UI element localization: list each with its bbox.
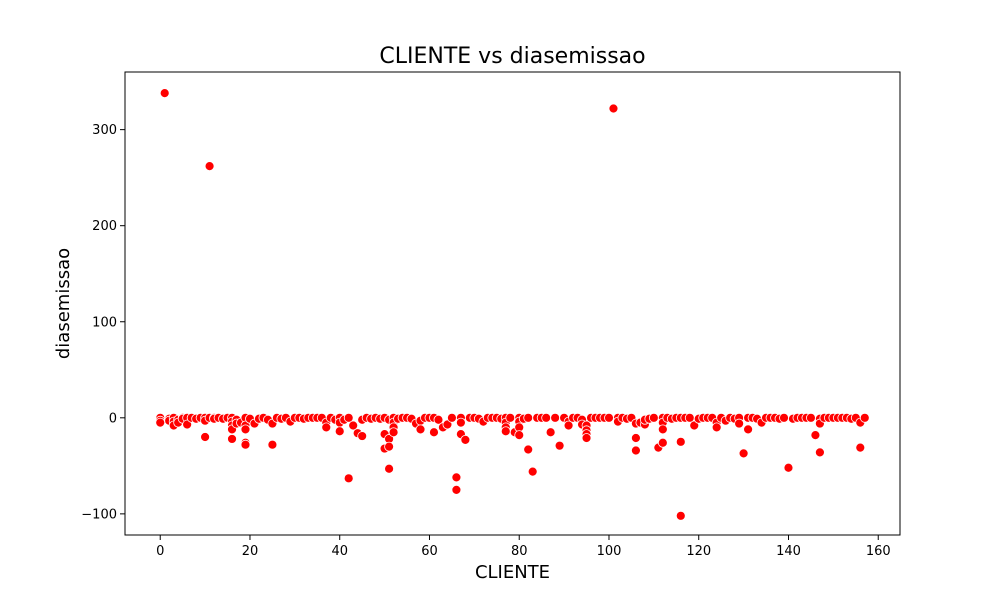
scatter-point [806, 412, 816, 423]
scatter-point [810, 430, 821, 441]
scatter-point [738, 448, 749, 459]
scatter-point [204, 161, 215, 172]
scatter-point [267, 439, 278, 450]
scatter-point [859, 412, 870, 423]
scatter-point [442, 419, 453, 430]
scatter-point [334, 426, 345, 437]
x-tick-label: 160 [866, 544, 891, 559]
scatter-point [541, 412, 552, 423]
y-tick-label: 100 [92, 315, 117, 330]
scatter-point [451, 472, 462, 483]
scatter-point [388, 427, 399, 438]
scatter-point [155, 417, 166, 428]
scatter-point [604, 412, 614, 423]
scatter-point [451, 484, 462, 495]
y-tick-label: −100 [81, 507, 117, 522]
y-axis-title: diasemissao [53, 248, 74, 359]
y-axis: −100 0 100 200 300 [81, 123, 125, 522]
scatter-point [182, 419, 193, 430]
scatter-point [711, 422, 722, 433]
plot-frame [124, 71, 901, 536]
scatter-point [321, 422, 332, 433]
scatter-point [783, 462, 794, 473]
scatter-point [554, 440, 565, 451]
scatter-point [348, 420, 359, 431]
scatter-point [743, 424, 753, 435]
x-tick-label: 60 [421, 544, 438, 559]
scatter-point [815, 447, 825, 458]
scatter-point [384, 463, 394, 474]
x-tick-label: 140 [776, 544, 801, 559]
scatter-point [455, 417, 466, 428]
x-tick-label: 100 [597, 544, 622, 559]
scatter-point [343, 473, 354, 484]
scatter-point [675, 436, 686, 447]
scatter-point [545, 427, 556, 438]
scatter-point [415, 424, 426, 435]
scatter-point [675, 510, 686, 521]
scatter-point [734, 418, 745, 429]
plot-area [125, 72, 900, 535]
x-tick-label: 80 [511, 544, 528, 559]
scatter-point [240, 439, 251, 450]
scatter-point [648, 412, 659, 423]
scatter-point [581, 433, 592, 443]
scatter-point [384, 441, 394, 452]
scatter-point [429, 427, 439, 438]
x-tick-label: 20 [242, 544, 259, 559]
scatter-point [527, 466, 538, 477]
x-tick-label: 0 [156, 544, 164, 559]
scatter-point [631, 445, 641, 456]
scatter-point [343, 412, 354, 423]
scatter-point [779, 412, 789, 423]
scatter-point [159, 88, 170, 99]
x-tick-label: 120 [686, 544, 711, 559]
scatter-point [608, 103, 619, 114]
y-tick-label: 0 [109, 411, 117, 426]
scatter-point [523, 444, 534, 455]
scatter-point [227, 434, 237, 444]
y-tick-label: 200 [92, 219, 117, 234]
scatter-point [689, 420, 700, 431]
scatter-point [514, 430, 525, 441]
chart-title: CLIENTE vs diasemissao [379, 44, 645, 69]
scatter-point [240, 424, 251, 435]
x-tick-label: 40 [331, 544, 348, 559]
scatter-point [433, 414, 444, 425]
scatter-point [657, 424, 668, 435]
x-axis-title: CLIENTE [475, 562, 550, 583]
scatter-point [855, 442, 866, 453]
scatter-point [631, 433, 641, 443]
scatter-point [523, 412, 534, 423]
scatter-point [447, 412, 457, 423]
scatter-point [357, 431, 368, 441]
scatter-point [460, 434, 471, 445]
scatter-point [505, 412, 516, 423]
data-points [155, 88, 870, 521]
y-tick-label: 300 [92, 123, 117, 138]
scatter-point [550, 412, 561, 423]
scatter-point [657, 437, 668, 448]
x-axis: 0 20 40 60 80 100 120 140 160 [156, 535, 891, 559]
scatter-point [200, 432, 211, 442]
scatter-point [563, 420, 574, 431]
scatter-point [500, 426, 511, 437]
